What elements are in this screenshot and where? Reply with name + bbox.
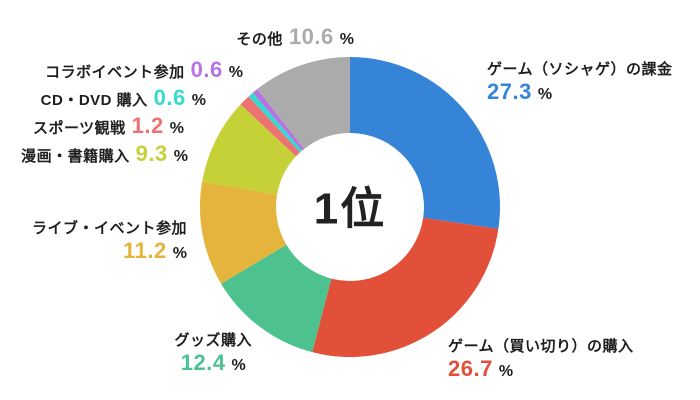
slice-manga <box>202 104 297 195</box>
callout-collab-unit: % <box>228 64 243 81</box>
callout-goods: グッズ購入 12.4 % <box>174 331 252 376</box>
callout-soshage-label: ゲーム（ソシャゲ）の課金 <box>487 61 673 78</box>
donut-rings <box>200 56 501 358</box>
callout-other-value: 10.6 <box>288 24 334 49</box>
slice-collab <box>252 89 305 151</box>
slice-sports <box>240 96 300 157</box>
callout-collab-label: コラボイベント参加 <box>45 64 185 81</box>
callout-live-label: ライブ・イベント参加 <box>31 220 187 237</box>
slice-other <box>257 56 350 149</box>
callout-sports-label: スポーツ観戦 <box>32 120 126 137</box>
slice-goods <box>221 244 332 353</box>
callout-collab-value: 0.6 <box>190 57 223 82</box>
slice-live <box>200 181 287 284</box>
callout-soshage-unit: % <box>537 86 553 103</box>
callout-sports: スポーツ観戦 1.2 % <box>33 113 184 139</box>
callout-kaikiri-unit: % <box>498 363 514 380</box>
callout-live-unit: % <box>172 245 187 262</box>
chart-center-rank: 1位 <box>313 184 387 234</box>
callout-goods-label: グッズ購入 <box>174 332 252 349</box>
slice-cddvd <box>248 92 303 153</box>
callout-cddvd: CD・DVD 購入 0.6 % <box>41 85 206 111</box>
callout-other-label: その他 <box>236 31 283 48</box>
callout-cddvd-unit: % <box>191 92 206 109</box>
callout-sports-unit: % <box>169 120 184 137</box>
callout-kaikiri-value: 26.7 <box>448 356 493 381</box>
slice-soshage <box>350 57 501 229</box>
callout-kaikiri-label: ゲーム（買い切り）の購入 <box>448 338 634 355</box>
callout-goods-value: 12.4 <box>180 350 226 375</box>
slice-kaikiri <box>312 217 499 358</box>
callout-manga-unit: % <box>173 148 188 165</box>
callout-live-value: 11.2 <box>123 238 167 263</box>
callout-soshage-value: 27.3 <box>487 79 532 104</box>
callout-cddvd-value: 0.6 <box>153 85 186 110</box>
callout-goods-unit: % <box>231 357 246 374</box>
callout-live: ライブ・イベント参加 11.2 % <box>32 219 187 264</box>
callout-kaikiri: ゲーム（買い切り）の購入 26.7 % <box>448 337 634 382</box>
callout-cddvd-label: CD・DVD 購入 <box>40 92 148 109</box>
callout-soshage: ゲーム（ソシャゲ）の課金 27.3 % <box>487 60 673 105</box>
callout-manga-label: 漫画・書籍購入 <box>21 148 130 165</box>
callout-manga: 漫画・書籍購入 9.3 % <box>21 141 188 167</box>
callout-other: その他 10.6 % <box>236 24 354 50</box>
callout-manga-value: 9.3 <box>135 141 168 166</box>
callout-collab: コラボイベント参加 0.6 % <box>45 57 243 83</box>
callout-sports-value: 1.2 <box>131 113 164 138</box>
callout-other-unit: % <box>339 31 354 48</box>
